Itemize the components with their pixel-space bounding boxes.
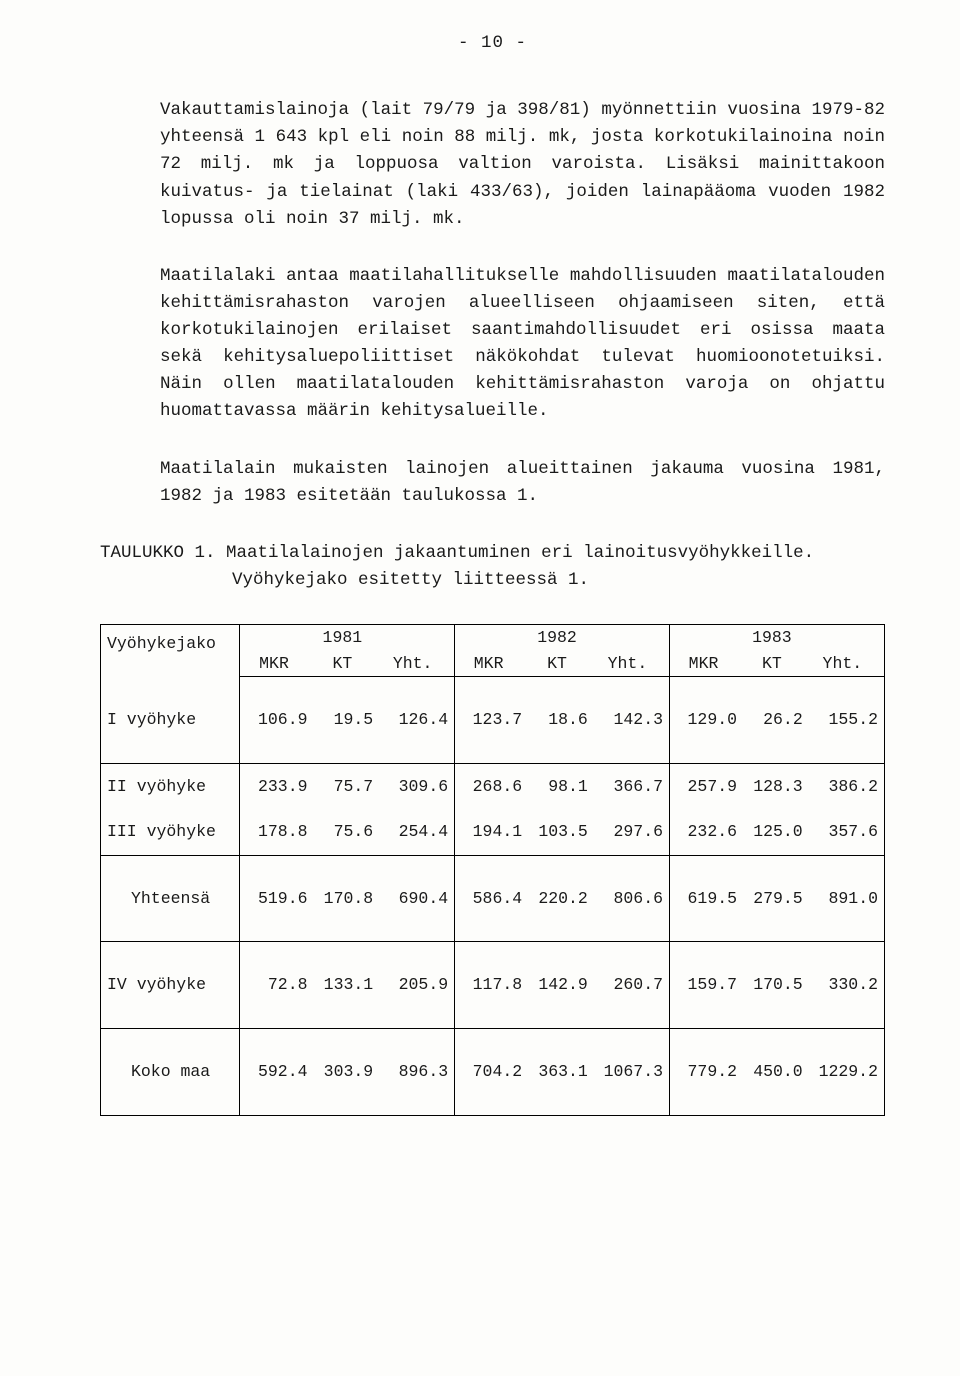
table-cell: 19.5 [312,677,378,764]
table-cell: 279.5 [741,855,807,942]
table-cell: 75.7 [312,763,378,809]
sub-kt-2: KT [547,654,567,673]
table-cell: 106.9 [240,677,312,764]
table-cell: 205.9 [377,942,454,1029]
table-cell: 103.5 [526,809,592,855]
table-cell: 268.6 [455,763,527,809]
table-cell: 170.5 [741,942,807,1029]
table-cell: 586.4 [455,855,527,942]
sub-kt-1: KT [332,654,352,673]
table-cell: 254.4 [377,809,454,855]
table-cell: 690.4 [377,855,454,942]
table-cell: 232.6 [670,809,742,855]
table-cell: 18.6 [526,677,592,764]
table-cell: 72.8 [240,942,312,1029]
table-cell: 129.0 [670,677,742,764]
sub-mkr-1: MKR [259,654,289,673]
table-row: I vyöhyke106.919.5126.4123.718.6142.3129… [101,677,885,764]
row-label: III vyöhyke [101,809,240,855]
table-cell: 592.4 [240,1028,312,1115]
table-cell: 75.6 [312,809,378,855]
table-cell: 619.5 [670,855,742,942]
table-cell: 357.6 [807,809,885,855]
table-cell: 891.0 [807,855,885,942]
table-cell: 26.2 [741,677,807,764]
table-cell: 159.7 [670,942,742,1029]
table-cell: 896.3 [377,1028,454,1115]
table-cell: 170.8 [312,855,378,942]
table-row: Koko maa592.4303.9896.3704.2363.11067.37… [101,1028,885,1115]
sub-mkr-2: MKR [474,654,504,673]
sub-yht-2: Yht. [608,654,648,673]
table-cell: 450.0 [741,1028,807,1115]
col-header-vyohykejako: Vyöhykejako [107,634,216,653]
page-number: - 10 - [100,30,885,57]
year-1981: 1981 [323,628,363,647]
table-cell: 155.2 [807,677,885,764]
table-row: Yhteensä519.6170.8690.4586.4220.2806.661… [101,855,885,942]
table-cell: 142.9 [526,942,592,1029]
table-cell: 386.2 [807,763,885,809]
table-cell: 1229.2 [807,1028,885,1115]
table-cell: 142.3 [592,677,670,764]
table-cell: 330.2 [807,942,885,1029]
table-cell: 309.6 [377,763,454,809]
table-cell: 194.1 [455,809,527,855]
table-cell: 133.1 [312,942,378,1029]
table-cell: 117.8 [455,942,527,1029]
sub-yht-3: Yht. [823,654,863,673]
table-cell: 1067.3 [592,1028,670,1115]
table-cell: 98.1 [526,763,592,809]
caption-line-2: Vyöhykejako esitetty liitteessä 1. [232,570,589,590]
table-row: II vyöhyke233.975.7309.6268.698.1366.725… [101,763,885,809]
table-cell: 233.9 [240,763,312,809]
row-label: II vyöhyke [101,763,240,809]
year-1982: 1982 [537,628,577,647]
row-label: IV vyöhyke [101,942,240,1029]
table-cell: 128.3 [741,763,807,809]
table-cell: 178.8 [240,809,312,855]
table-cell: 366.7 [592,763,670,809]
paragraph-2: Maatilalaki antaa maatilahallitukselle m… [160,263,885,426]
table-caption: TAULUKKO 1. Maatilalainojen jakaantumine… [100,540,885,594]
table-cell: 303.9 [312,1028,378,1115]
table-cell: 363.1 [526,1028,592,1115]
paragraph-3: Maatilalain mukaisten lainojen alueittai… [160,456,885,510]
table-cell: 126.4 [377,677,454,764]
table-body: I vyöhyke106.919.5126.4123.718.6142.3129… [101,677,885,1115]
table-cell: 220.2 [526,855,592,942]
table-cell: 123.7 [455,677,527,764]
row-label: I vyöhyke [101,677,240,764]
row-label: Yhteensä [101,855,240,942]
table-cell: 806.6 [592,855,670,942]
sub-yht-1: Yht. [393,654,433,673]
sub-kt-3: KT [762,654,782,673]
table-cell: 519.6 [240,855,312,942]
table-cell: 297.6 [592,809,670,855]
table-cell: 260.7 [592,942,670,1029]
table-row: IV vyöhyke72.8133.1205.9117.8142.9260.71… [101,942,885,1029]
sub-mkr-3: MKR [689,654,719,673]
table-row: III vyöhyke178.875.6254.4194.1103.5297.6… [101,809,885,855]
table-header-years: Vyöhykejako 1981 1982 1983 [101,625,885,651]
year-1983: 1983 [752,628,792,647]
table-cell: 257.9 [670,763,742,809]
data-table: Vyöhykejako 1981 1982 1983 MKR KT Yht. M… [100,624,885,1116]
table-cell: 125.0 [741,809,807,855]
table-cell: 704.2 [455,1028,527,1115]
row-label: Koko maa [101,1028,240,1115]
paragraph-1: Vakauttamislainoja (lait 79/79 ja 398/81… [160,97,885,233]
table-cell: 779.2 [670,1028,742,1115]
caption-line-1: TAULUKKO 1. Maatilalainojen jakaantumine… [100,543,814,563]
